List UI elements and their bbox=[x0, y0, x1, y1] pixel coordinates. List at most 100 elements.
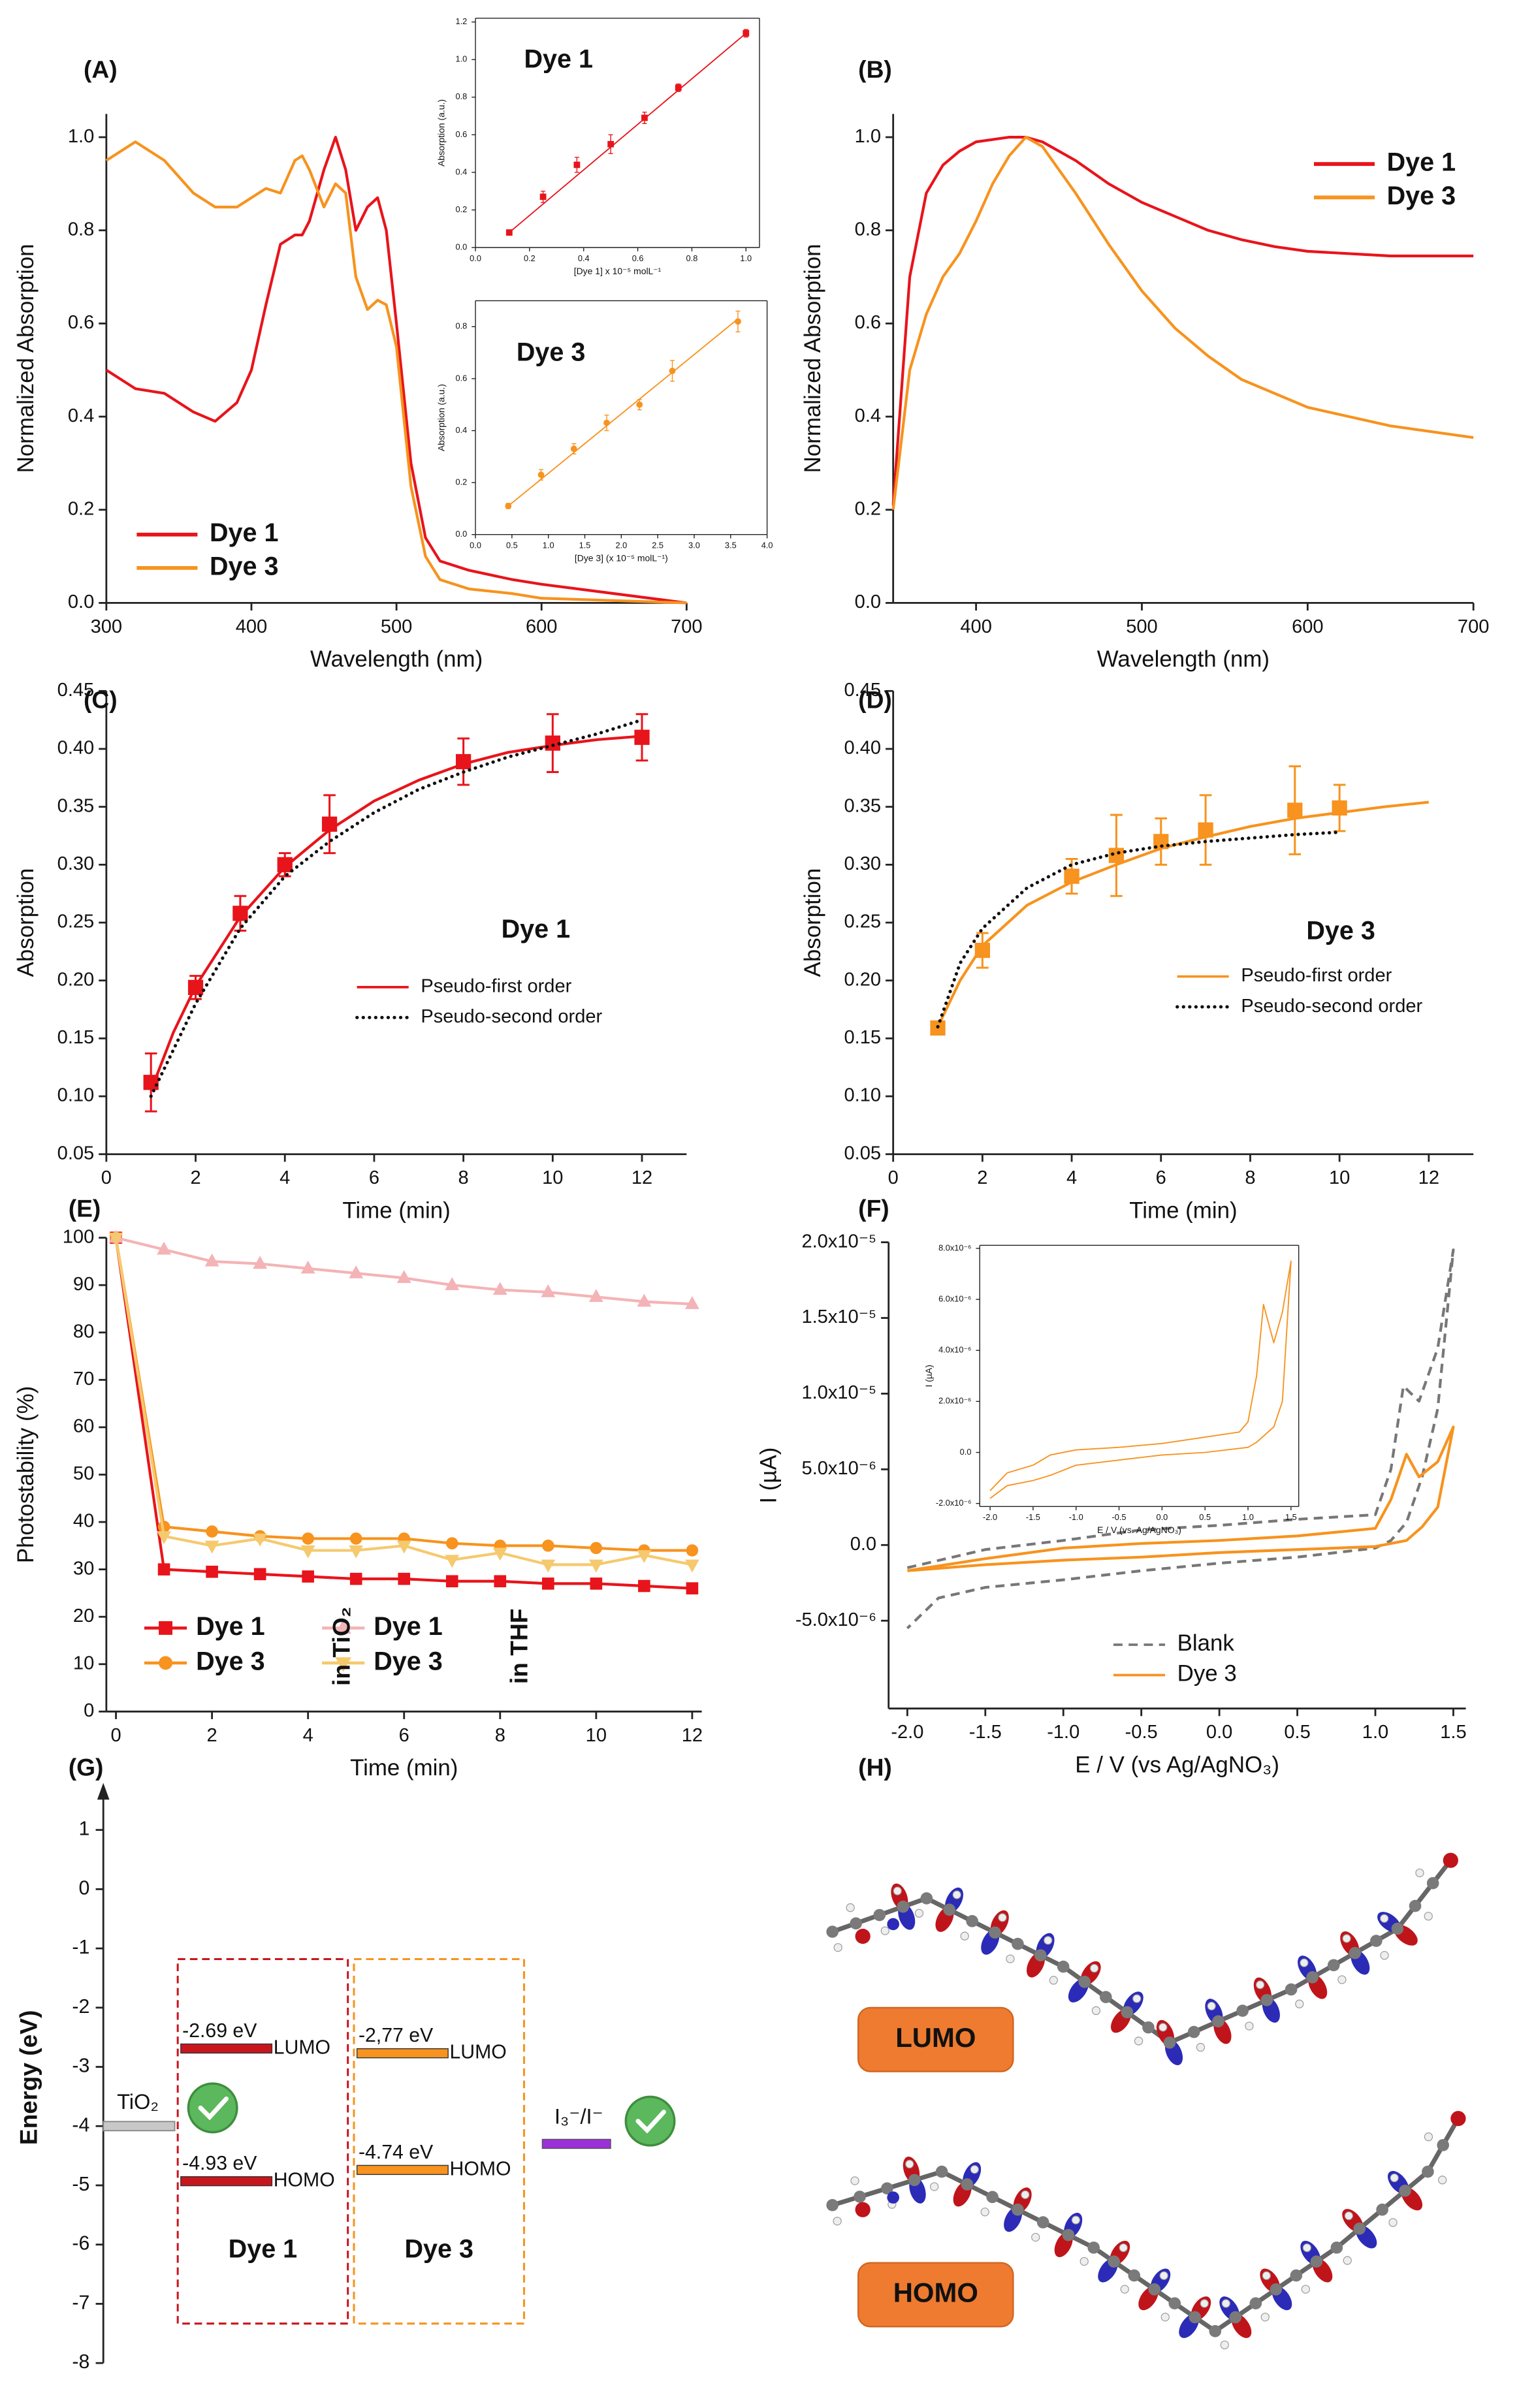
atom bbox=[826, 2198, 839, 2211]
level-value-label: -2,77 eV bbox=[359, 2025, 434, 2046]
atom bbox=[1327, 1959, 1340, 1972]
atom bbox=[1142, 2021, 1155, 2034]
hydrogen bbox=[850, 2176, 859, 2185]
x-tick-label: 4.0 bbox=[761, 540, 773, 550]
atom bbox=[887, 2191, 899, 2204]
marker bbox=[494, 1575, 507, 1588]
hydrogen bbox=[1380, 1951, 1389, 1960]
y-tick-label: 0.40 bbox=[57, 738, 95, 759]
marker bbox=[157, 1241, 172, 1255]
y-tick-label: 1.2 bbox=[455, 16, 467, 26]
atom bbox=[1370, 1935, 1383, 1947]
atom bbox=[1057, 1960, 1070, 1973]
acceptor-level bbox=[103, 2121, 176, 2132]
y-tick-label: 0.4 bbox=[68, 405, 94, 426]
x-tick-label: 0 bbox=[101, 1167, 112, 1188]
hydrogen bbox=[893, 1886, 902, 1895]
y-tick-label: -5 bbox=[72, 2174, 89, 2195]
x-tick-label: 1.5 bbox=[579, 540, 591, 550]
x-axis-label: [Dye 1] x 10⁻⁵ molL⁻¹ bbox=[574, 266, 662, 276]
inset-title: Dye 1 bbox=[524, 44, 592, 73]
hydrogen bbox=[1159, 2023, 1168, 2032]
atom bbox=[1036, 2216, 1049, 2228]
y-tick-label: 0.4 bbox=[455, 425, 467, 435]
y-tick-label: 50 bbox=[73, 1463, 94, 1484]
series-line bbox=[114, 1237, 692, 1552]
series-line bbox=[149, 718, 644, 1098]
atom bbox=[1330, 2242, 1343, 2254]
panel-label: (D) bbox=[858, 686, 892, 713]
marker bbox=[349, 1572, 362, 1585]
marker bbox=[277, 857, 293, 872]
x-tick-label: 2 bbox=[977, 1167, 987, 1188]
marker bbox=[300, 1260, 315, 1274]
hydrogen bbox=[846, 1903, 855, 1912]
check-icon bbox=[187, 2082, 238, 2134]
y-tick-label: 0.25 bbox=[57, 911, 95, 932]
x-tick-label: 0.5 bbox=[1199, 1512, 1211, 1522]
x-tick-label: 8 bbox=[495, 1725, 505, 1746]
atom bbox=[935, 2165, 948, 2178]
atom bbox=[1229, 2311, 1242, 2324]
x-tick-label: 6 bbox=[399, 1725, 409, 1746]
x-tick-label: 1.0 bbox=[740, 253, 752, 263]
marker bbox=[253, 1256, 268, 1269]
atom bbox=[1087, 2242, 1100, 2254]
hydrogen bbox=[952, 1890, 961, 1899]
y-tick-label: 0.2 bbox=[455, 204, 467, 214]
y-tick-label: 70 bbox=[73, 1369, 94, 1389]
marker bbox=[349, 1545, 364, 1559]
y-tick-label: 2.0x10⁻⁵ bbox=[801, 1231, 876, 1252]
legend-label: Dye 1 bbox=[196, 1612, 265, 1641]
x-tick-label: 2 bbox=[207, 1725, 217, 1746]
y-axis-label: Photostability (%) bbox=[13, 1386, 39, 1563]
y-tick-label: 30 bbox=[73, 1558, 94, 1579]
x-tick-label: 600 bbox=[1292, 616, 1324, 637]
hydrogen bbox=[1120, 2285, 1129, 2294]
atom bbox=[1260, 1993, 1273, 2006]
atom bbox=[1249, 2297, 1262, 2309]
y-tick-label: -3 bbox=[72, 2055, 89, 2077]
legend-label: Pseudo-second order bbox=[421, 1006, 602, 1027]
series-line bbox=[150, 735, 643, 1091]
x-tick-label: 0.0 bbox=[1206, 1722, 1232, 1743]
marker bbox=[974, 942, 991, 958]
marker bbox=[349, 1265, 364, 1278]
hydrogen bbox=[1160, 2313, 1170, 2322]
hydrogen bbox=[1071, 2215, 1081, 2225]
atom bbox=[989, 1926, 1001, 1939]
y-tick-label: 0.2 bbox=[855, 498, 881, 519]
atom bbox=[1012, 1937, 1024, 1950]
hydrogen bbox=[930, 2182, 939, 2191]
atom bbox=[1290, 2269, 1303, 2282]
atom bbox=[1187, 2025, 1200, 2038]
atom bbox=[897, 1900, 910, 1913]
atom bbox=[1285, 1983, 1298, 1996]
marker bbox=[492, 1547, 507, 1561]
marker bbox=[445, 1277, 460, 1290]
y-tick-label: 0.35 bbox=[57, 795, 95, 816]
hydrogen bbox=[1021, 2190, 1030, 2199]
x-tick-label: 2.5 bbox=[652, 540, 664, 550]
y-tick-label: 0.2 bbox=[68, 498, 94, 519]
legend-label: Dye 1 bbox=[210, 518, 279, 547]
y-tick-label: 1.0 bbox=[855, 126, 881, 147]
atom bbox=[920, 1892, 933, 1905]
x-tick-label: 0.4 bbox=[578, 253, 590, 263]
atom bbox=[854, 2191, 866, 2203]
y-tick-label: 0.4 bbox=[855, 405, 881, 426]
y-tick-label: 1.0x10⁻⁵ bbox=[801, 1382, 876, 1403]
marker bbox=[539, 193, 547, 200]
atom bbox=[1270, 2283, 1283, 2296]
marker bbox=[641, 114, 648, 121]
atom bbox=[855, 2202, 871, 2217]
x-axis-label: E / V (vs Ag/AgNO₃) bbox=[1075, 1752, 1279, 1777]
orbital-label: HOMO bbox=[893, 2277, 978, 2308]
panel-label: (E) bbox=[69, 1195, 101, 1222]
hydrogen bbox=[1255, 1980, 1265, 1989]
y-tick-label: 0.4 bbox=[455, 166, 467, 176]
marker bbox=[636, 401, 643, 408]
x-tick-label: 10 bbox=[542, 1167, 563, 1188]
atom bbox=[1100, 1991, 1112, 2003]
marker bbox=[684, 1559, 699, 1573]
